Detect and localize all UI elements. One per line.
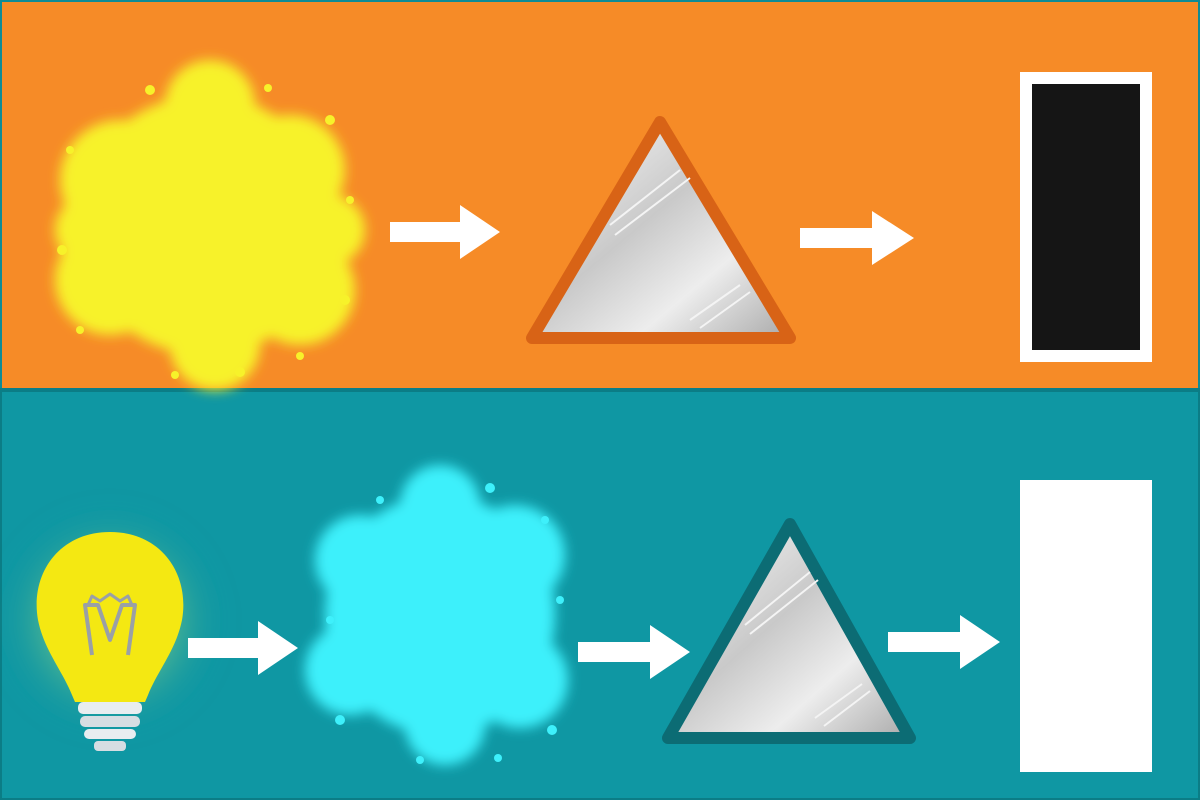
right-arrow-icon	[888, 615, 1000, 669]
hot-gas-sparkles	[57, 84, 354, 379]
watermark	[2, 26, 30, 186]
right-arrow-icon	[578, 625, 690, 679]
cold-gas-sparkles	[326, 483, 564, 764]
cold-gas-cloud	[305, 465, 568, 765]
absorption-spectrum-strip	[1020, 480, 1152, 772]
right-arrow-icon	[800, 211, 914, 265]
prism-icon	[662, 518, 916, 744]
right-arrow-icon	[390, 205, 500, 259]
emission-spectrum-strip	[1020, 72, 1152, 362]
hot-gas-cloud	[55, 60, 365, 390]
lightbulb-icon	[36, 532, 184, 751]
prism-icon	[526, 116, 796, 344]
right-arrow-icon	[188, 621, 298, 675]
